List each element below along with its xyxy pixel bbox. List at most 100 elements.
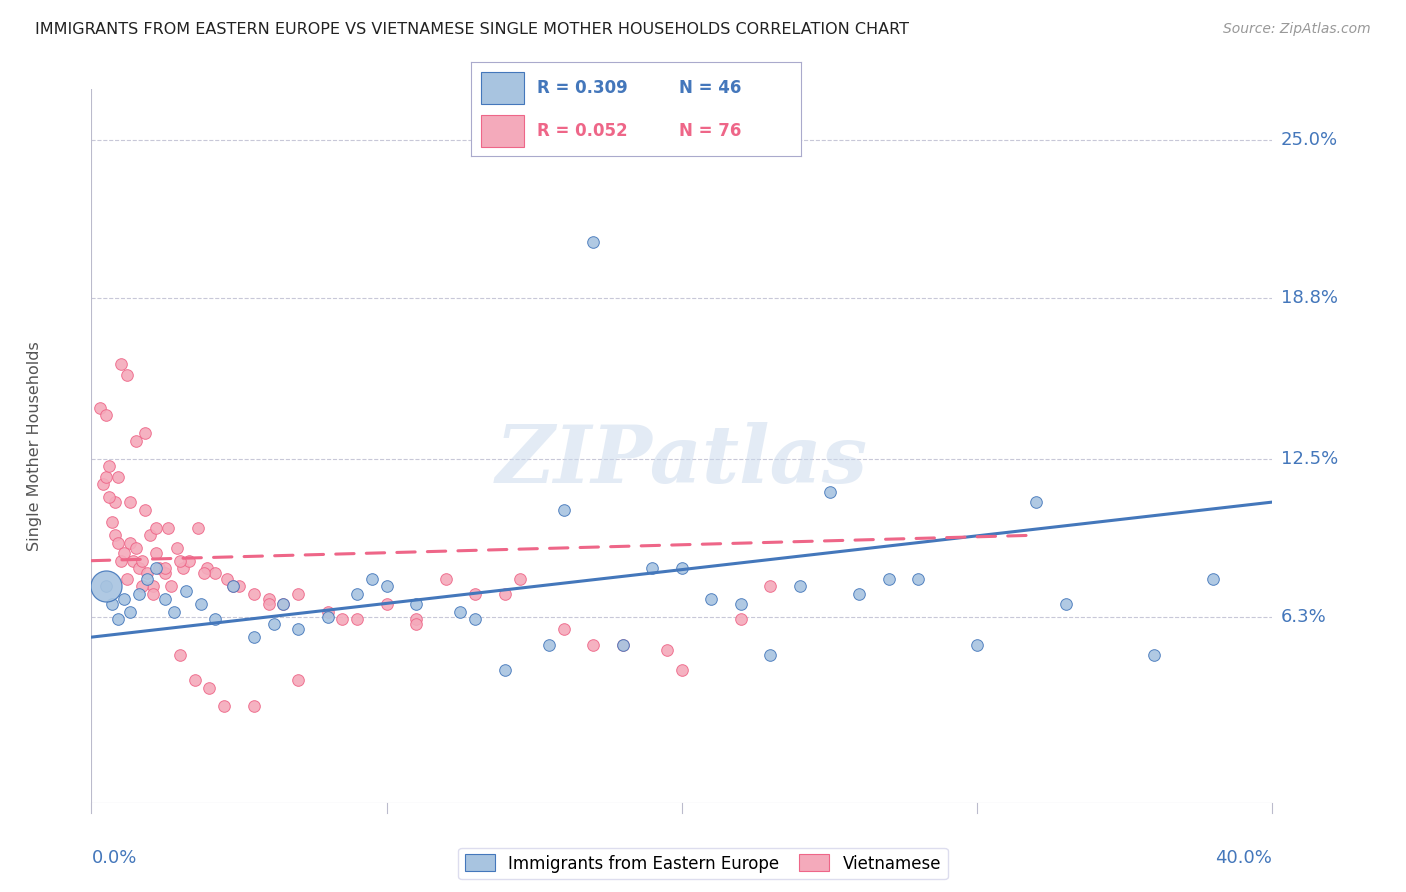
Point xyxy=(190,597,212,611)
Point xyxy=(118,605,141,619)
Text: N = 76: N = 76 xyxy=(679,122,741,140)
Point xyxy=(177,554,200,568)
Point xyxy=(169,554,191,568)
Point xyxy=(257,591,280,606)
Point xyxy=(107,536,129,550)
Point xyxy=(509,572,531,586)
Text: IMMIGRANTS FROM EASTERN EUROPE VS VIETNAMESE SINGLE MOTHER HOUSEHOLDS CORRELATIO: IMMIGRANTS FROM EASTERN EUROPE VS VIETNA… xyxy=(35,22,910,37)
Point xyxy=(96,409,118,423)
Point xyxy=(131,579,153,593)
Point xyxy=(139,528,162,542)
Point xyxy=(101,597,124,611)
Text: 6.3%: 6.3% xyxy=(1281,607,1326,626)
Point xyxy=(848,587,870,601)
Point xyxy=(163,605,186,619)
Point xyxy=(877,572,900,586)
Text: Source: ZipAtlas.com: Source: ZipAtlas.com xyxy=(1223,22,1371,37)
Point xyxy=(375,597,398,611)
Point xyxy=(101,516,124,530)
Point xyxy=(96,579,118,593)
Point xyxy=(110,554,132,568)
Point xyxy=(124,434,148,448)
Point xyxy=(118,536,141,550)
Point xyxy=(91,477,114,491)
Point xyxy=(273,597,295,611)
Point xyxy=(730,597,752,611)
Point xyxy=(243,698,266,713)
Point xyxy=(169,648,191,662)
Text: Single Mother Households: Single Mother Households xyxy=(27,341,42,551)
Point xyxy=(332,612,354,626)
Bar xyxy=(481,72,524,103)
Point xyxy=(641,561,664,575)
Point xyxy=(131,554,153,568)
Point xyxy=(204,612,226,626)
Point xyxy=(174,584,197,599)
Text: 0.0%: 0.0% xyxy=(91,849,136,867)
Point xyxy=(104,528,127,542)
Point xyxy=(263,617,285,632)
Point xyxy=(107,612,129,626)
Point xyxy=(198,681,221,695)
Point xyxy=(464,612,486,626)
Point xyxy=(228,579,250,593)
Point xyxy=(730,612,752,626)
Point xyxy=(450,605,472,619)
Point xyxy=(537,638,560,652)
Point xyxy=(142,587,165,601)
Legend: Immigrants from Eastern Europe, Vietnamese: Immigrants from Eastern Europe, Vietname… xyxy=(458,847,948,880)
Point xyxy=(405,597,427,611)
Point xyxy=(172,561,194,575)
Point xyxy=(553,623,575,637)
Text: N = 46: N = 46 xyxy=(679,78,741,96)
Point xyxy=(98,490,121,504)
Point xyxy=(405,617,427,632)
Point xyxy=(582,235,605,249)
Point xyxy=(464,587,486,601)
Point xyxy=(375,579,398,593)
Point xyxy=(96,469,118,483)
Point xyxy=(222,579,245,593)
Point xyxy=(655,643,678,657)
Point xyxy=(222,579,245,593)
Text: ZIPatlas: ZIPatlas xyxy=(496,422,868,499)
Point xyxy=(257,597,280,611)
Point xyxy=(142,579,165,593)
Point xyxy=(217,572,239,586)
Point xyxy=(434,572,457,586)
Point xyxy=(110,358,132,372)
Point xyxy=(214,698,236,713)
Point xyxy=(166,541,188,555)
Point xyxy=(553,502,575,516)
Point xyxy=(134,426,156,441)
Point xyxy=(98,459,121,474)
Point xyxy=(316,605,339,619)
Point xyxy=(346,587,368,601)
Point xyxy=(346,612,368,626)
Point xyxy=(145,561,167,575)
Point xyxy=(907,572,929,586)
Point xyxy=(759,648,782,662)
Point xyxy=(112,546,135,560)
Point xyxy=(153,591,177,606)
Point xyxy=(405,612,427,626)
Text: 12.5%: 12.5% xyxy=(1281,450,1339,467)
Point xyxy=(612,638,634,652)
Point xyxy=(136,566,159,581)
Point xyxy=(128,587,150,601)
Point xyxy=(759,579,782,593)
Point xyxy=(671,663,693,677)
Point xyxy=(148,561,170,575)
Point xyxy=(287,623,309,637)
Point xyxy=(287,587,309,601)
Point xyxy=(89,401,111,415)
Point xyxy=(700,591,723,606)
Point xyxy=(671,561,693,575)
Text: 40.0%: 40.0% xyxy=(1216,849,1272,867)
Point xyxy=(118,495,141,509)
Point xyxy=(1025,495,1047,509)
Point xyxy=(582,638,605,652)
Point xyxy=(316,609,339,624)
Point xyxy=(153,561,177,575)
Text: 25.0%: 25.0% xyxy=(1281,131,1339,149)
